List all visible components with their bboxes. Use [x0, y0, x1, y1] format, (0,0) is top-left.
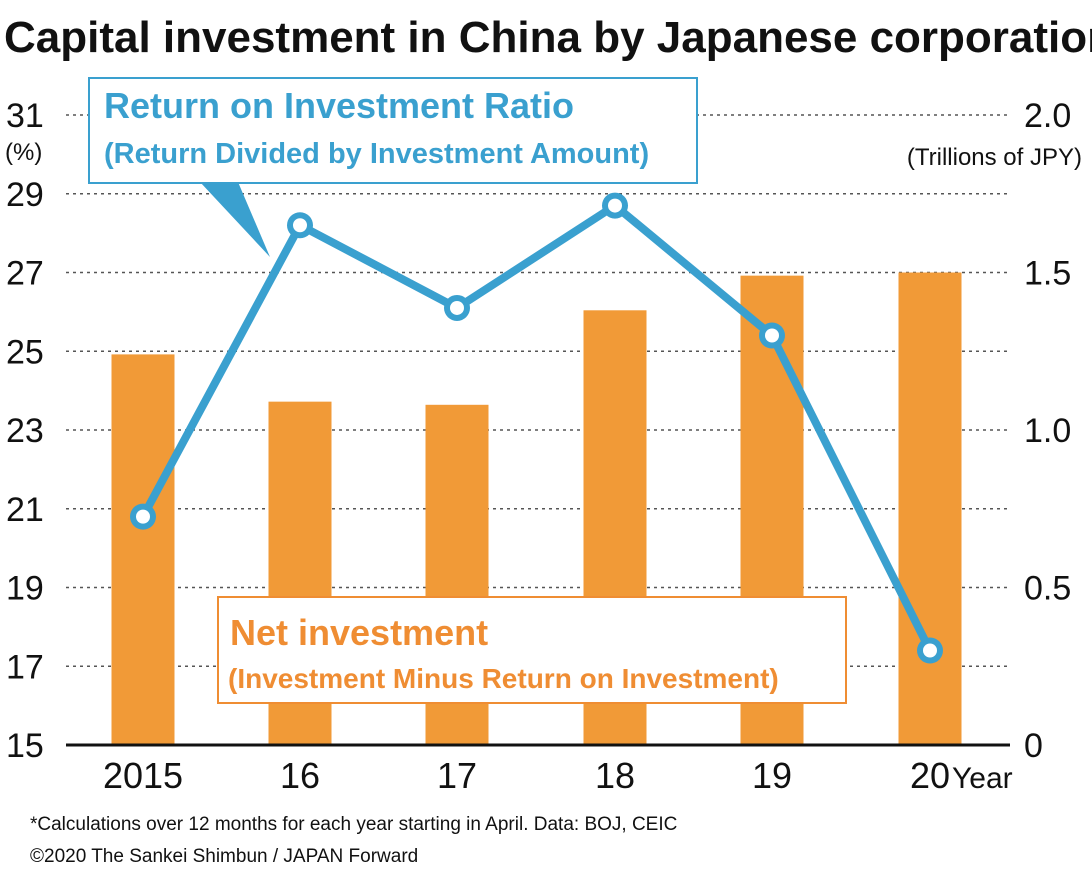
left-tick-label: 17 — [6, 648, 44, 686]
x-tick-label: 18 — [595, 755, 635, 796]
legend-line-detail: (Return Divided by Investment Amount) — [104, 138, 649, 170]
x-tick-label: 16 — [280, 755, 320, 796]
right-tick-label: 1.0 — [1024, 412, 1071, 450]
legend-bar-detail: (Investment Minus Return on Investment) — [228, 663, 779, 694]
left-tick-label: 27 — [6, 255, 44, 293]
left-tick-label: 25 — [6, 333, 44, 371]
left-tick-label: 23 — [6, 412, 44, 450]
x-tick-label: 20 — [910, 755, 950, 796]
copyright: ©2020 The Sankei Shimbun / JAPAN Forward — [30, 846, 418, 867]
x-tick-label: 19 — [752, 755, 792, 796]
bar — [111, 354, 175, 745]
left-tick-label: 21 — [6, 491, 44, 529]
x-tick-label: 2015 — [103, 755, 183, 796]
series-line — [139, 201, 934, 653]
line-marker — [293, 218, 307, 233]
legend-bar-box — [217, 596, 847, 704]
left-tick-label: 19 — [6, 570, 44, 608]
left-tick-label: 29 — [6, 176, 44, 214]
legend-bar-title: Net investment — [230, 612, 488, 653]
left-axis-unit: (%) — [5, 139, 42, 166]
right-tick-label: 1.5 — [1024, 255, 1071, 293]
x-tick-label: 17 — [437, 755, 477, 796]
line-marker — [923, 643, 937, 658]
right-tick-label: 0 — [1024, 727, 1043, 765]
footnote: *Calculations over 12 months for each ye… — [30, 814, 677, 835]
line-marker — [450, 300, 464, 315]
legend-line-box — [88, 77, 698, 184]
legend-line-pointer — [200, 182, 270, 257]
left-axis: 15 17 19 21 23 25 27 29 31 — [6, 97, 44, 765]
legend-line-title: Return on Investment Ratio — [104, 85, 574, 126]
line-marker — [765, 328, 779, 343]
x-axis-suffix: Year — [952, 762, 1013, 795]
line-marker — [608, 198, 622, 213]
right-axis: 0 0.5 1.0 1.5 2.0 — [1024, 97, 1071, 765]
left-tick-label: 31 — [6, 97, 44, 135]
legend-bar: Net investment (Investment Minus Return … — [217, 596, 847, 704]
left-tick-label: 15 — [6, 727, 44, 765]
right-axis-unit: (Trillions of JPY) — [907, 144, 1082, 171]
x-axis: 2015 16 17 18 19 20 Year — [66, 743, 1013, 796]
bar — [898, 272, 962, 745]
chart-title: Capital investment in China by Japanese … — [4, 13, 1092, 62]
line-series — [130, 192, 943, 664]
right-tick-label: 0.5 — [1024, 570, 1071, 608]
line-marker — [136, 509, 150, 524]
grid — [66, 114, 1010, 667]
legend-line: Return on Investment Ratio (Return Divid… — [88, 77, 698, 257]
right-tick-label: 2.0 — [1024, 97, 1071, 135]
